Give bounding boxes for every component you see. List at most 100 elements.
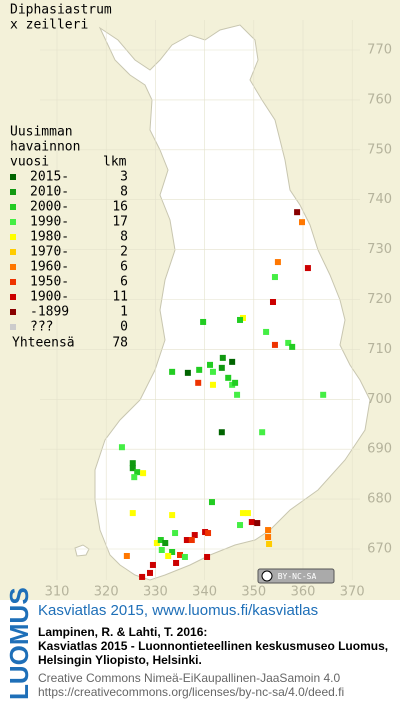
- observation: [204, 553, 211, 560]
- legend-label: 1960-: [30, 260, 69, 275]
- observation: [195, 379, 202, 386]
- observation: [123, 552, 130, 559]
- citation: Lampinen, R. & Lahti, T. 2016:: [38, 625, 207, 639]
- y-tick-label: 720: [367, 292, 392, 307]
- observation: [271, 274, 278, 281]
- legend-count: 3: [120, 170, 128, 185]
- footer-background: [0, 600, 400, 702]
- observation: [232, 379, 239, 386]
- observation: [285, 339, 292, 346]
- badge-box: [257, 568, 335, 584]
- legend-count: 6: [120, 260, 128, 275]
- observation: [129, 465, 136, 472]
- x-tick-label: 370: [340, 585, 365, 600]
- legend-swatch: [10, 264, 16, 270]
- observation: [266, 541, 273, 548]
- legend-label: ???: [30, 320, 53, 335]
- observation: [188, 537, 195, 544]
- observation: [139, 573, 146, 580]
- x-tick-label: 310: [45, 585, 70, 600]
- x-tick-label: 330: [143, 585, 168, 600]
- observation: [129, 460, 136, 467]
- y-tick-label: 700: [367, 392, 392, 407]
- observation: [248, 519, 255, 526]
- y-tick-label: 760: [367, 92, 392, 107]
- finland-outline: [94, 24, 371, 581]
- legend-count: 8: [120, 185, 128, 200]
- badge-text: BY-NC-SA: [278, 572, 317, 581]
- observation: [191, 532, 198, 539]
- observation: [153, 540, 160, 547]
- observation: [254, 520, 261, 527]
- legend-swatch: [10, 234, 16, 240]
- observation: [169, 512, 176, 519]
- observation: [162, 540, 169, 547]
- observation: [172, 530, 179, 537]
- observation: [234, 391, 241, 398]
- observation: [173, 559, 180, 566]
- observation: [218, 429, 225, 436]
- observation: [183, 537, 190, 544]
- observation: [118, 444, 125, 451]
- y-tick-label: 680: [367, 492, 392, 507]
- observation: [294, 209, 301, 216]
- legend-swatch: [10, 249, 16, 255]
- observation: [209, 381, 216, 388]
- legend-label: 2010-: [30, 185, 69, 200]
- observation: [265, 527, 272, 534]
- y-tick-label: 740: [367, 192, 392, 207]
- observation: [259, 429, 266, 436]
- x-tick-label: 320: [94, 585, 119, 600]
- legend-label: -1899: [30, 305, 69, 320]
- aland-islands: [74, 544, 90, 557]
- observation: [263, 328, 270, 335]
- observation: [209, 368, 216, 375]
- observation: [225, 374, 232, 381]
- observation: [131, 474, 138, 481]
- legend-swatch: [10, 309, 16, 315]
- observation: [265, 534, 272, 541]
- observation: [207, 361, 214, 368]
- legend-swatch: [10, 324, 16, 330]
- legend-count: 8: [120, 230, 128, 245]
- legend-count: 11: [112, 290, 128, 305]
- x-tick-label: 350: [241, 585, 266, 600]
- legend-label: 1990-: [30, 215, 69, 230]
- legend-label: 1970-: [30, 245, 69, 260]
- observation: [158, 546, 165, 553]
- observation: [149, 561, 156, 568]
- observation: [169, 368, 176, 375]
- observation: [146, 569, 153, 576]
- atlas-link[interactable]: Kasviatlas 2015, www.luomus.fi/kasviatla…: [38, 602, 318, 619]
- observation: [200, 318, 207, 325]
- observation: [157, 537, 164, 544]
- legend-total: 78: [112, 336, 128, 351]
- legend-header: Uusimman: [10, 125, 73, 140]
- legend-count: 6: [120, 275, 128, 290]
- y-tick-label: 670: [367, 542, 392, 557]
- observation: [134, 469, 141, 476]
- observation: [219, 354, 226, 361]
- observation: [177, 551, 183, 558]
- legend-swatch: [10, 189, 16, 195]
- y-tick-label: 710: [367, 342, 392, 357]
- legend-swatch: [10, 174, 16, 180]
- observation: [165, 552, 172, 559]
- legend-swatch: [10, 294, 16, 300]
- observation: [271, 341, 278, 348]
- observation: [129, 510, 136, 517]
- badge-icon: [261, 570, 273, 582]
- observation: [274, 259, 281, 266]
- y-tick-label: 730: [367, 242, 392, 257]
- observation: [205, 530, 212, 537]
- license-url[interactable]: https://creativecommons.org/licenses/by-…: [38, 685, 344, 699]
- legend-swatch: [10, 204, 16, 210]
- observation: [196, 366, 203, 373]
- observation: [239, 510, 246, 517]
- observation: [237, 522, 244, 529]
- legend-label: 1950-: [30, 275, 69, 290]
- observation: [229, 358, 236, 365]
- x-tick-label: 340: [192, 585, 217, 600]
- species-title: Diphasiastrum: [10, 3, 112, 18]
